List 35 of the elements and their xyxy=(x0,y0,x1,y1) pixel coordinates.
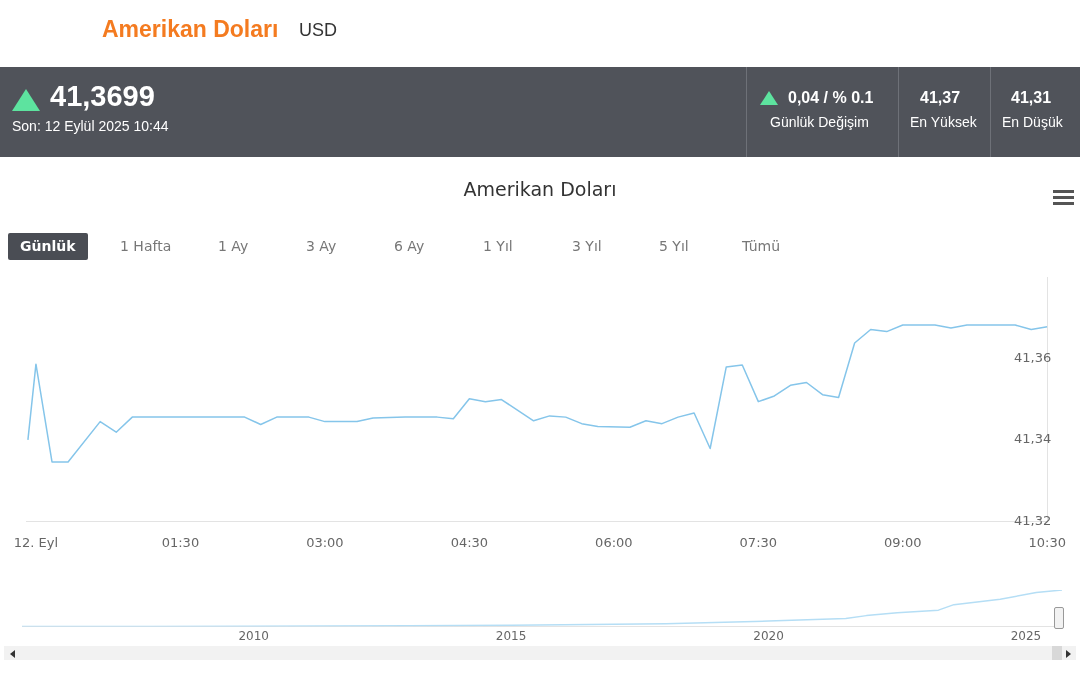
text: 6 Ay xyxy=(393,237,426,256)
y-tick-label: 41,34 xyxy=(1014,431,1052,447)
x-tick-label: 07:30 xyxy=(739,534,778,550)
x-tick-label: 10:30 xyxy=(1028,534,1066,550)
y-tick-label: 41,32 xyxy=(1014,512,1052,528)
x-tick-label: 09:00 xyxy=(884,534,922,550)
text: En Yüksek xyxy=(910,114,977,130)
x-tick-label: 2015 xyxy=(495,628,527,643)
text: 41,37 xyxy=(920,89,961,107)
x-tick-label: 06:00 xyxy=(595,534,633,550)
text: Günlük Değişim xyxy=(770,114,869,130)
y-tick-label: 41,36 xyxy=(1014,349,1052,365)
x-tick-label: 12. Eyl xyxy=(13,534,59,550)
text: 1 Hafta xyxy=(119,237,173,256)
x-tick-label: 2020 xyxy=(753,628,784,643)
x-tick-label: 2025 xyxy=(1010,628,1042,643)
x-tick-label: 04:30 xyxy=(450,534,489,550)
text: En Düşük xyxy=(1002,114,1063,130)
text: 1 Yıl xyxy=(482,237,514,256)
text: Günlük xyxy=(8,233,88,260)
text: 0,04 / % 0.1 xyxy=(788,89,874,107)
text: Son: 12 Eylül 2025 10:44 xyxy=(12,118,169,134)
text: 3 Yıl xyxy=(571,237,603,256)
text: 5 Yıl xyxy=(658,237,690,256)
x-tick-label: 01:30 xyxy=(161,534,200,550)
text: 1 Ay xyxy=(217,237,250,256)
text: 3 Ay xyxy=(305,237,338,256)
text: 41,31 xyxy=(1011,89,1052,107)
text: Amerikan Doları xyxy=(102,16,279,43)
chart-title: Amerikan Doları xyxy=(462,178,618,200)
text: Tümü xyxy=(741,237,781,256)
x-tick-label: 2010 xyxy=(238,628,269,643)
text: USD xyxy=(299,20,338,41)
x-tick-label: 03:00 xyxy=(306,534,344,550)
text: 41,3699 xyxy=(50,80,155,113)
